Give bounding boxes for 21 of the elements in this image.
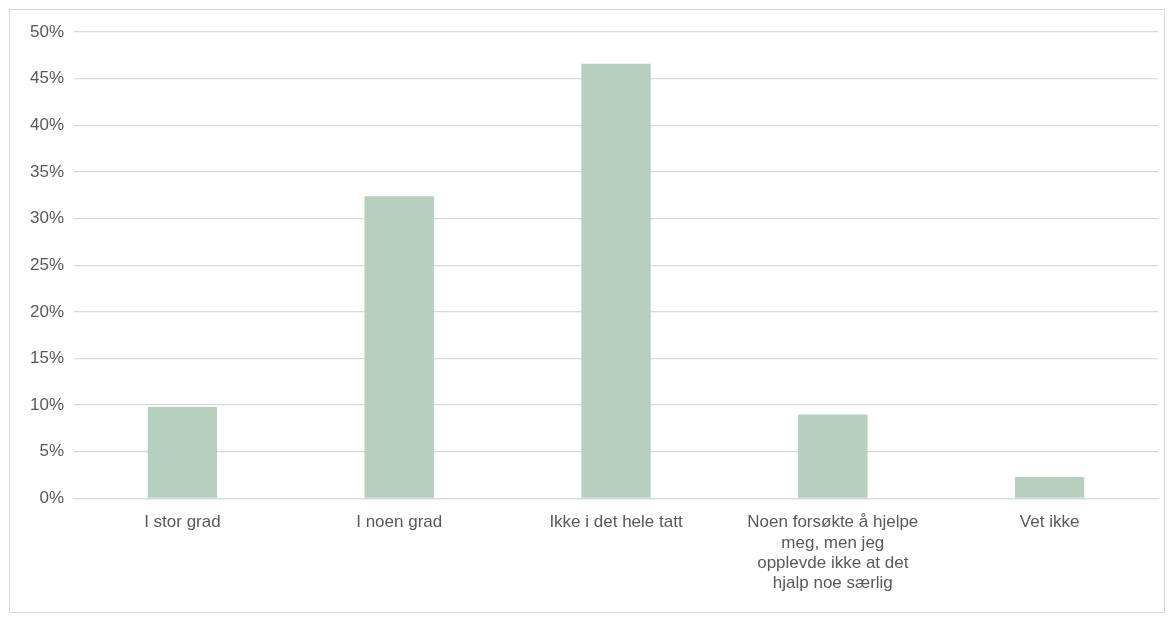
bar (364, 196, 434, 498)
y-tick-label: 45% (29, 68, 65, 88)
x-tick-label: Ikke i det hele tatt (549, 512, 683, 532)
bar (798, 414, 868, 498)
y-tick-label: 35% (29, 161, 65, 181)
bar (147, 406, 218, 498)
y-tick-label: 0% (39, 488, 65, 508)
x-tick-label: Vet ikke (1019, 512, 1080, 532)
y-tick-label: 30% (29, 208, 65, 228)
x-tick-label: Noen forsøkte å hjelpe meg, men jeg opplevde ikke at det hjalp noe særlig (747, 512, 919, 593)
bar (581, 63, 651, 498)
x-tick-label: I noen grad (356, 512, 443, 532)
y-tick-label: 20% (29, 301, 65, 321)
y-tick-label: 10% (29, 394, 65, 414)
bar (1014, 476, 1085, 498)
y-tick-label: 5% (39, 441, 65, 461)
y-tick-label: 15% (29, 348, 65, 368)
y-tick-label: 50% (29, 21, 65, 41)
y-tick-label: 40% (29, 114, 65, 134)
x-tick-label: I stor grad (144, 512, 221, 532)
y-tick-label: 25% (29, 254, 65, 274)
